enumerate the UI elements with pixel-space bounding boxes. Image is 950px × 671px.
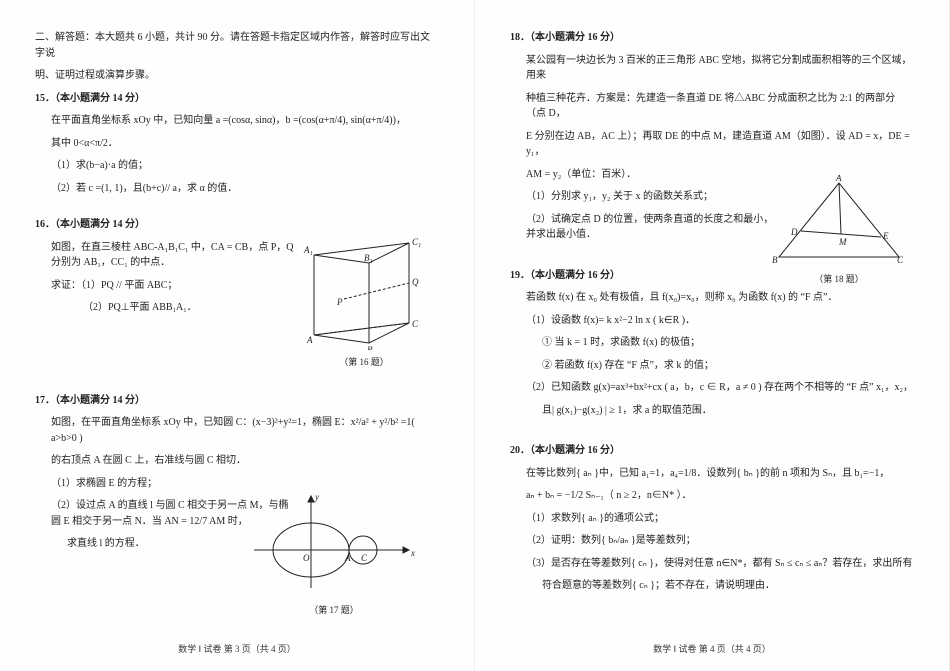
svg-text:M: M xyxy=(838,237,847,247)
q20-part1: （1）求数列{ aₙ }的通项公式； xyxy=(510,511,914,527)
svg-text:B: B xyxy=(772,255,778,265)
q15-number: 15．（本小题满分 14 分） xyxy=(35,93,145,104)
svg-text:B₁: B₁ xyxy=(364,253,373,263)
svg-text:D: D xyxy=(790,227,798,237)
svg-text:y: y xyxy=(314,492,319,502)
page-left-footer: 数学 Ⅰ 试卷 第 3 页（共 4 页） xyxy=(0,642,474,655)
q16-num: 16．（本小题满分 14 分） xyxy=(35,217,439,233)
q19-part2a: 且| g(x₁)−g(x₂) | ≥ 1，求 a 的取值范围． xyxy=(510,403,914,419)
section-header-2: 明、证明过程或演算步骤。 xyxy=(35,68,439,84)
prism-svg: A B C A₁ B₁ C₁ P Q xyxy=(299,235,429,350)
svg-text:A: A xyxy=(835,175,842,183)
spacer xyxy=(510,425,914,443)
q19-number: 19．（本小题满分 16 分） xyxy=(510,270,620,281)
page-right-footer: 数学 Ⅰ 试卷 第 4 页（共 4 页） xyxy=(475,642,949,655)
q16-figure: A B C A₁ B₁ C₁ P Q （第 16 题） xyxy=(299,235,429,368)
svg-text:C: C xyxy=(361,553,368,563)
q19-part1a: ① 当 k = 1 时，求函数 f(x) 的极值； xyxy=(510,335,914,351)
q20-part2: （2）证明：数列{ bₙ/aₙ }是等差数列； xyxy=(510,533,914,549)
q20-part3: （3）是否存在等差数列{ cₙ }，使得对任意 n∈N*，都有 Sₙ ≤ cₙ … xyxy=(510,556,914,572)
svg-text:C: C xyxy=(412,319,419,329)
q19-part1b: ② 若函数 f(x) 存在 “F 点”，求 k 的值； xyxy=(510,358,914,374)
svg-text:A: A xyxy=(344,553,351,563)
q18-figure: A B C D E M （第 18 题） xyxy=(769,175,909,285)
q20-part3a: 符合题意的等差数列{ cₙ }；若不存在，请说明理由． xyxy=(510,578,914,594)
svg-text:E: E xyxy=(882,231,889,241)
q18-num: 18．（本小题满分 16 分） xyxy=(510,30,914,46)
q20-number: 20．（本小题满分 16 分） xyxy=(510,445,620,456)
q19-line1: 若函数 f(x) 在 x₀ 处有极值，且 f(x₀)=x₀，则称 x₀ 为函数 … xyxy=(510,290,914,306)
q17-number: 17．（本小题满分 14 分） xyxy=(35,395,145,406)
q15-line2: 其中 0<α<π/2． xyxy=(35,136,439,152)
q18-number: 18．（本小题满分 16 分） xyxy=(510,32,620,43)
triangle-svg: A B C D E M xyxy=(769,175,909,267)
svg-text:x: x xyxy=(410,548,415,558)
q15-line1: 在平面直角坐标系 xOy 中，已知向量 a =(cosα, sinα)，b =(… xyxy=(35,113,439,129)
q17-num: 17．（本小题满分 14 分） xyxy=(35,393,439,409)
q20-num: 20．（本小题满分 16 分） xyxy=(510,443,914,459)
q20-line1: 在等比数列{ aₙ }中，已知 a₁=1，a₄=1/8．设数列{ bₙ }的前 … xyxy=(510,466,914,482)
svg-text:Q: Q xyxy=(412,277,419,287)
svg-text:C₁: C₁ xyxy=(412,237,421,247)
q18-fig-label: （第 18 题） xyxy=(769,272,909,285)
q17-fig-label: （第 17 题） xyxy=(249,603,419,616)
spacer xyxy=(35,203,439,217)
page-right: 18．（本小题满分 16 分） 某公园有一块边长为 3 百米的正三角形 ABC … xyxy=(475,0,950,671)
section-header: 二、解答题：本大题共 6 小题，共计 90 分。请在答题卡指定区域内作答，解答时… xyxy=(35,30,439,61)
svg-text:A₁: A₁ xyxy=(303,245,313,255)
svg-text:O: O xyxy=(303,553,310,563)
svg-text:A: A xyxy=(306,335,313,345)
q15-num: 15．（本小题满分 14 分） xyxy=(35,91,439,107)
q18-line3: E 分别在边 AB，AC 上）；再取 DE 的中点 M，建造直道 AM（如图）．… xyxy=(510,129,914,160)
page-left: 二、解答题：本大题共 6 小题，共计 90 分。请在答题卡指定区域内作答，解答时… xyxy=(0,0,475,671)
q19-part1: （1）设函数 f(x)= k x²−2 ln x ( k∈R )． xyxy=(510,313,914,329)
q17-line1: 如图，在平面直角坐标系 xOy 中，已知圆 C：(x−3)²+y²=1，椭圆 E… xyxy=(35,415,439,446)
svg-text:C: C xyxy=(897,255,904,265)
q18-line1: 某公园有一块边长为 3 百米的正三角形 ABC 空地，拟将它分割成面积相等的三个… xyxy=(510,53,914,84)
q20-line2: aₙ + bₙ = −1/2 Sₙ₋₁（ n ≥ 2，n∈N* ）． xyxy=(510,488,914,504)
q19-part2: （2）已知函数 g(x)=ax³+bx²+cx ( a，b，c ∈ R，a ≠ … xyxy=(510,380,914,396)
svg-text:P: P xyxy=(336,297,343,307)
q15-part1: （1）求(b−a)·a 的值； xyxy=(35,158,439,174)
q16-fig-label: （第 16 题） xyxy=(299,355,429,368)
q17-line2: 的右顶点 A 在圆 C 上，右准线与圆 C 相切． xyxy=(35,453,439,469)
q18-line2: 种植三种花卉．方案是：先建造一条直道 DE 将△ABC 分成面积之比为 2:1 … xyxy=(510,91,914,122)
ellipse-svg: O A C x y xyxy=(249,488,419,598)
svg-text:B: B xyxy=(367,345,373,350)
q17-figure: O A C x y （第 17 题） xyxy=(249,488,419,616)
q15-part2: （2）若 c =(1, 1)，且(b+c)// a，求 α 的值． xyxy=(35,181,439,197)
q16-number: 16．（本小题满分 14 分） xyxy=(35,219,145,230)
